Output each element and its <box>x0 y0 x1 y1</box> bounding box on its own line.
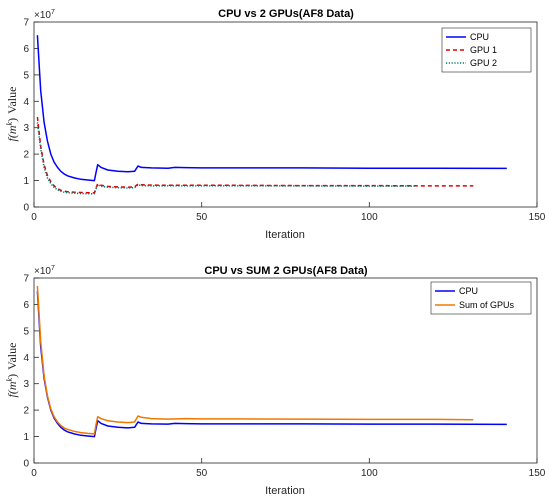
x-tick-label: 50 <box>196 468 208 479</box>
x-tick: 50 <box>196 202 208 223</box>
chart-bottom-title: CPU vs SUM 2 GPUs(AF8 Data) <box>204 265 368 277</box>
y-tick-label: 6 <box>23 300 29 311</box>
chart-bottom-y-axis-label: f(mk)Value <box>5 343 19 398</box>
y-tick: 2 <box>23 406 39 417</box>
chart-top-plot-area <box>33 21 538 208</box>
y-tick-label: 0 <box>23 203 29 214</box>
x-tick-label: 100 <box>361 468 378 479</box>
legend-label-cpu: CPU <box>470 32 489 42</box>
chart-top-title: CPU vs 2 GPUs(AF8 Data) <box>218 8 354 20</box>
y-tick-label: 2 <box>23 150 29 161</box>
x-tick: 0 <box>31 458 37 479</box>
series-line-cpu <box>36 35 507 182</box>
y-tick: 6 <box>23 300 39 311</box>
y-tick-label: 0 <box>23 459 29 470</box>
y-tick-label: 6 <box>23 44 29 55</box>
chart-top-exponent: ×107 <box>34 9 55 21</box>
chart-bottom-x-ticks: 0 50 100 150 <box>31 458 546 479</box>
chart-bottom-y-ticks: 0 1 2 3 4 5 6 7 <box>23 274 39 470</box>
y-tick-label: 7 <box>23 18 29 29</box>
chart-bottom-x-axis-label: Iteration <box>265 485 305 497</box>
x-tick-label: 150 <box>529 468 546 479</box>
chart-bottom-legend: CPU Sum of GPUs <box>430 281 532 315</box>
x-tick: 100 <box>361 202 378 223</box>
x-tick: 100 <box>361 458 378 479</box>
y-tick: 0 <box>23 203 39 214</box>
y-tick-label: 3 <box>23 379 29 390</box>
chart-bottom-plot-area <box>33 277 538 464</box>
y-tick-label: 5 <box>23 70 29 81</box>
x-tick: 150 <box>529 202 546 223</box>
y-tick-label: 7 <box>23 274 29 285</box>
chart-top-x-axis-label: Iteration <box>265 229 305 241</box>
y-tick: 1 <box>23 432 39 443</box>
y-tick-label: 2 <box>23 406 29 417</box>
x-tick-label: 0 <box>31 468 37 479</box>
chart-bottom: CPU vs SUM 2 GPUs(AF8 Data) ×107 0 1 2 3… <box>5 265 546 497</box>
y-tick: 2 <box>23 150 39 161</box>
x-tick: 50 <box>196 458 208 479</box>
series-line-sum-of-gpus <box>36 285 474 435</box>
x-tick: 0 <box>31 202 37 223</box>
x-tick-label: 100 <box>361 212 378 223</box>
y-tick-label: 1 <box>23 176 29 187</box>
y-tick-label: 4 <box>23 353 29 364</box>
x-tick: 150 <box>529 458 546 479</box>
y-tick: 7 <box>23 18 39 29</box>
chart-top-series <box>36 35 507 195</box>
legend-label-gpu2: GPU 2 <box>470 58 497 68</box>
y-tick: 4 <box>23 353 39 364</box>
series-line-gpu-2 <box>36 122 417 195</box>
legend-label-sum-gpus: Sum of GPUs <box>459 300 515 310</box>
y-tick: 5 <box>23 70 39 81</box>
x-tick-label: 0 <box>31 212 37 223</box>
chart-top-legend: CPU GPU 1 GPU 2 <box>441 27 532 73</box>
chart-top-y-ticks: 0 1 2 3 4 5 6 7 <box>23 18 39 214</box>
legend-box <box>430 281 532 315</box>
series-line-gpu-1 <box>36 117 474 194</box>
chart-bottom-series <box>36 285 507 438</box>
chart-top-y-axis-label: f(mk)Value <box>5 87 19 142</box>
chart-top: CPU vs 2 GPUs(AF8 Data) ×107 0 1 2 3 4 5… <box>5 8 546 241</box>
y-tick-label: 3 <box>23 123 29 134</box>
y-tick-label: 1 <box>23 432 29 443</box>
y-tick-label: 5 <box>23 326 29 337</box>
legend-label-gpu1: GPU 1 <box>470 45 497 55</box>
legend-label-cpu: CPU <box>459 286 478 296</box>
y-tick-label: 4 <box>23 97 29 108</box>
x-tick-label: 50 <box>196 212 208 223</box>
y-tick: 5 <box>23 326 39 337</box>
x-tick-label: 150 <box>529 212 546 223</box>
y-tick: 4 <box>23 97 39 108</box>
y-tick: 0 <box>23 459 39 470</box>
y-tick: 3 <box>23 379 39 390</box>
y-tick: 6 <box>23 44 39 55</box>
y-tick: 7 <box>23 274 39 285</box>
y-tick: 1 <box>23 176 39 187</box>
y-tick: 3 <box>23 123 39 134</box>
chart-bottom-exponent: ×107 <box>34 265 55 277</box>
chart-top-x-ticks: 0 50 100 150 <box>31 202 546 223</box>
